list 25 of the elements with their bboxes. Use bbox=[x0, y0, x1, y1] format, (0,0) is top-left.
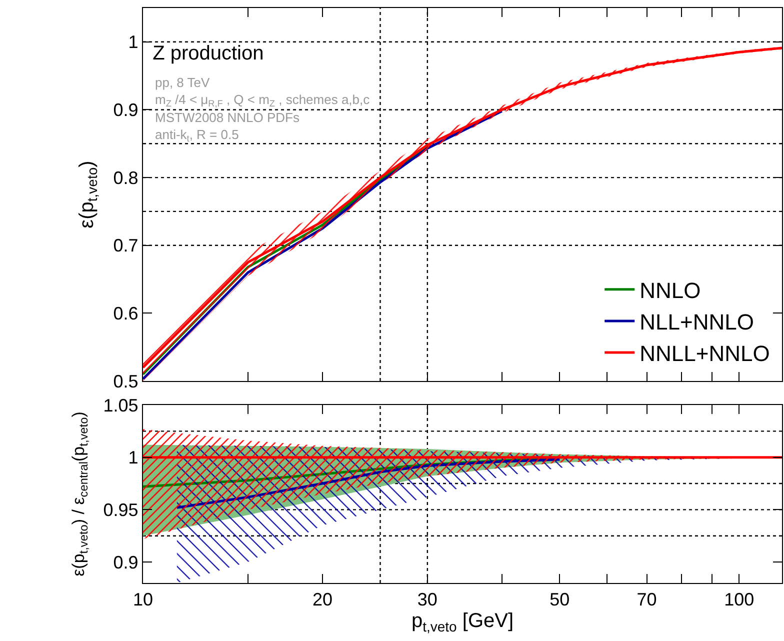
y-tick-label: 1 bbox=[128, 32, 138, 52]
legend-label: NLL+NNLO bbox=[640, 310, 754, 335]
y-tick-label: 0.95 bbox=[103, 500, 138, 520]
x-tick-label: 30 bbox=[417, 590, 438, 610]
x-tick-label: 50 bbox=[550, 590, 570, 610]
y-tick-label: 0.7 bbox=[113, 236, 138, 256]
legend-label: NNLO bbox=[640, 278, 701, 303]
y-tick-label: 0.6 bbox=[113, 303, 138, 324]
x-tick-label: 10 bbox=[132, 590, 154, 610]
y-tick-label: 1 bbox=[128, 448, 138, 468]
y-tick-label: 0.9 bbox=[113, 100, 138, 120]
x-tick-label: 100 bbox=[724, 590, 754, 610]
legend-label: NNLL+NNLO bbox=[640, 341, 770, 366]
y-tick-label: 1.05 bbox=[103, 395, 138, 416]
text: Z production bbox=[152, 42, 264, 64]
annotation: MSTW2008 NNLO PDFs bbox=[155, 110, 300, 125]
y-tick-label: 0.9 bbox=[113, 552, 138, 572]
annotation: m$_{Z}$ /4 < μ$_{R,F}$ , Q < m$_{Z}$ , schemes a,b,c bbox=[155, 92, 370, 109]
annotation: anti-k$_{t}$, R = 0.5 bbox=[155, 127, 239, 144]
y-tick-label: 0.8 bbox=[113, 168, 138, 188]
y-tick-label: 0.5 bbox=[113, 371, 138, 392]
x-tick-label: 20 bbox=[312, 590, 332, 610]
x-tick-label: 70 bbox=[636, 590, 657, 610]
x-axis-title: p$_{t,veto}$ [GeV] bbox=[411, 610, 514, 634]
annotation: pp, 8 TeV bbox=[155, 75, 210, 90]
